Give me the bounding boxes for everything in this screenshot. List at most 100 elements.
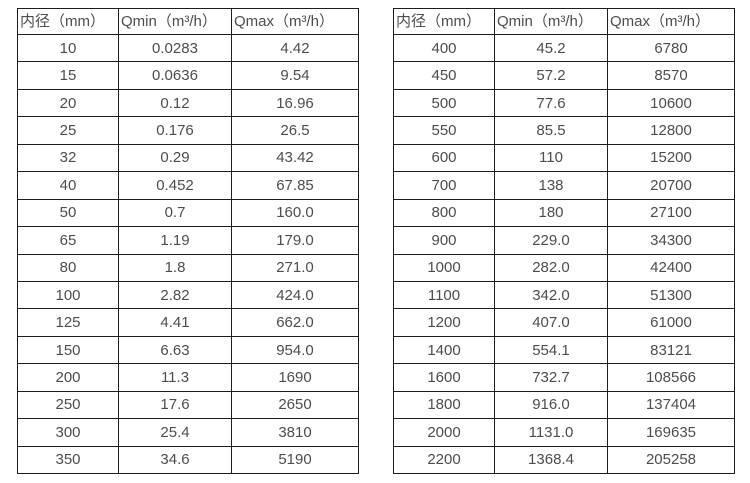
table-cell: 554.1 [494, 335, 608, 365]
table-row: 450 57.2 8570 [393, 61, 735, 90]
table-cell: 42400 [607, 253, 735, 282]
table-cell: 137404 [607, 390, 735, 420]
column-header: Qmin（m³/h） [118, 8, 232, 35]
table-cell: 407.0 [494, 308, 608, 337]
table-cell: 4.41 [118, 308, 232, 337]
table-row: 15 0.0636 9.54 [17, 61, 359, 90]
table-cell: 0.12 [118, 88, 232, 118]
table-row: 400 45.2 6780 [393, 33, 735, 63]
table-cell: 662.0 [231, 308, 359, 337]
table-cell: 125 [17, 308, 119, 337]
table-cell: 2200 [393, 445, 495, 475]
table-row: 200 11.3 1690 [17, 363, 359, 392]
table-cell: 800 [393, 198, 495, 228]
table-cell: 500 [393, 88, 495, 118]
table-cell: 169635 [607, 418, 735, 447]
table-cell: 1.8 [118, 253, 232, 282]
table-cell: 80 [17, 253, 119, 282]
table-cell: 200 [17, 363, 119, 392]
table-row: 600 110 15200 [393, 143, 735, 173]
table-cell: 10 [17, 33, 119, 63]
table-row: 2000 1131.0 169635 [393, 418, 735, 447]
table-cell: 40 [17, 171, 119, 200]
table-cell: 9.54 [231, 61, 359, 90]
table-cell: 700 [393, 171, 495, 200]
table-cell: 138 [494, 171, 608, 200]
table-row: 65 1.19 179.0 [17, 226, 359, 255]
table-row: 1600 732.7 108566 [393, 363, 735, 392]
table-cell: 12800 [607, 116, 735, 145]
table-row: 800 180 27100 [393, 198, 735, 228]
flow-table-left: 内径（mm） Qmin（m³/h） Qmax（m³/h） 10 0.0283 4.42 15… [17, 8, 359, 475]
table-cell: 45.2 [494, 33, 608, 63]
table-cell: 25.4 [118, 418, 232, 447]
table-row: 100 2.82 424.0 [17, 280, 359, 310]
table-cell: 250 [17, 390, 119, 420]
table-cell: 1600 [393, 363, 495, 392]
table-cell: 108566 [607, 363, 735, 392]
table-row: 500 77.6 10600 [393, 88, 735, 118]
table-cell: 229.0 [494, 226, 608, 255]
table-cell: 0.176 [118, 116, 232, 145]
table-cell: 10600 [607, 88, 735, 118]
table-cell: 77.6 [494, 88, 608, 118]
table-cell: 900 [393, 226, 495, 255]
table-row: 20 0.12 16.96 [17, 88, 359, 118]
table-cell: 282.0 [494, 253, 608, 282]
table-cell: 100 [17, 280, 119, 310]
table-cell: 6780 [607, 33, 735, 63]
table-cell: 0.452 [118, 171, 232, 200]
table-cell: 3810 [231, 418, 359, 447]
table-cell: 2000 [393, 418, 495, 447]
table-cell: 51300 [607, 280, 735, 310]
table-row: 350 34.6 5190 [17, 445, 359, 475]
table-cell: 8570 [607, 61, 735, 90]
table-row: 2200 1368.4 205258 [393, 445, 735, 475]
table-row: 40 0.452 67.85 [17, 171, 359, 200]
table-row: 25 0.176 26.5 [17, 116, 359, 145]
table-row: 1000 282.0 42400 [393, 253, 735, 282]
table-cell: 1131.0 [494, 418, 608, 447]
column-header: 内径（mm） [17, 8, 119, 35]
table-cell: 110 [494, 143, 608, 173]
table-row: 50 0.7 160.0 [17, 198, 359, 228]
table-cell: 2.82 [118, 280, 232, 310]
table-cell: 25 [17, 116, 119, 145]
table-row: 32 0.29 43.42 [17, 143, 359, 173]
table-cell: 65 [17, 226, 119, 255]
table-cell: 0.0283 [118, 33, 232, 63]
table-cell: 2650 [231, 390, 359, 420]
table-cell: 57.2 [494, 61, 608, 90]
table-cell: 0.0636 [118, 61, 232, 90]
column-header: 内径（mm） [393, 8, 495, 35]
table-cell: 160.0 [231, 198, 359, 228]
table-cell: 20700 [607, 171, 735, 200]
table-cell: 50 [17, 198, 119, 228]
table-cell: 61000 [607, 308, 735, 337]
table-row: 1100 342.0 51300 [393, 280, 735, 310]
table-row: 700 138 20700 [393, 171, 735, 200]
table-cell: 424.0 [231, 280, 359, 310]
table-cell: 1100 [393, 280, 495, 310]
header-row: 内径（mm） Qmin（m³/h） Qmax（m³/h） [393, 8, 735, 35]
table-cell: 26.5 [231, 116, 359, 145]
table-cell: 150 [17, 335, 119, 365]
table-cell: 350 [17, 445, 119, 475]
table-cell: 83121 [607, 335, 735, 365]
table-cell: 67.85 [231, 171, 359, 200]
header-row: 内径（mm） Qmin（m³/h） Qmax（m³/h） [17, 8, 359, 35]
table-row: 150 6.63 954.0 [17, 335, 359, 365]
table-cell: 1.19 [118, 226, 232, 255]
table-cell: 600 [393, 143, 495, 173]
table-row: 125 4.41 662.0 [17, 308, 359, 337]
table-cell: 179.0 [231, 226, 359, 255]
table-cell: 342.0 [494, 280, 608, 310]
table-cell: 400 [393, 33, 495, 63]
table-row: 10 0.0283 4.42 [17, 33, 359, 63]
table-cell: 205258 [607, 445, 735, 475]
table-cell: 4.42 [231, 33, 359, 63]
table-cell: 1000 [393, 253, 495, 282]
table-cell: 1800 [393, 390, 495, 420]
table-cell: 916.0 [494, 390, 608, 420]
